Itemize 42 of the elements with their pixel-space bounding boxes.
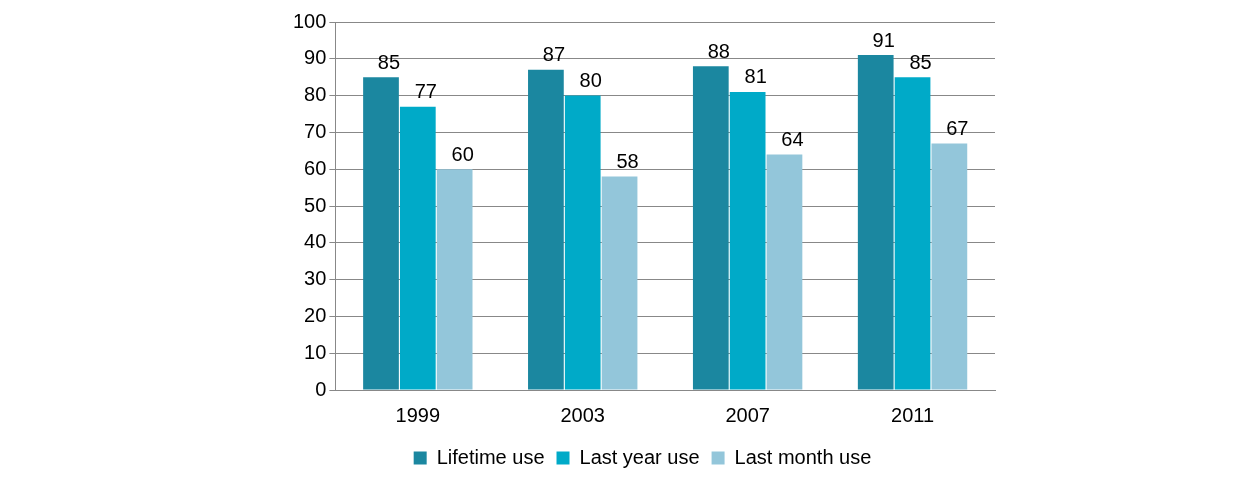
y-tick-label: 60 [304,156,327,179]
data-label: 58 [616,150,639,173]
data-label: 85 [377,50,401,73]
y-tick-label: 10 [304,340,327,363]
data-label: 77 [414,80,437,103]
y-tick-label: 0 [315,377,327,400]
y-tick-label: 20 [304,303,327,326]
x-tick-label: 2003 [560,403,605,426]
bar [601,176,638,390]
legend-label: Lifetime use [436,445,545,468]
bar [894,77,931,390]
data-label: 67 [946,116,969,139]
y-tick-label: 100 [292,9,327,32]
x-tick-label: 2011 [891,403,935,426]
x-tick-label: 1999 [395,403,441,426]
data-label: 85 [909,50,932,73]
y-tick-label: 70 [304,119,327,142]
x-tick-label: 2007 [725,403,770,426]
bar [766,154,803,390]
data-label: 87 [542,43,566,66]
bar [436,169,473,390]
bar [857,55,894,390]
data-label: 80 [579,69,602,92]
y-tick-label: 40 [304,230,327,253]
legend-label: Last month use [734,445,872,468]
bar [528,69,564,390]
bar [399,106,436,390]
y-tick-label: 80 [304,83,327,106]
data-label: 64 [781,128,804,150]
y-tick-label: 50 [304,193,327,216]
y-tick-label: 90 [304,46,327,69]
y-tick-label: 30 [304,267,327,290]
bar [564,95,601,390]
bar [692,66,729,390]
data-label: 81 [744,65,767,88]
legend-label: Last year use [579,445,700,468]
data-label: 88 [707,39,730,62]
bar [931,143,968,390]
data-label: 91 [872,28,895,51]
bar [363,77,399,390]
bar [729,91,766,390]
data-label: 60 [451,142,474,165]
